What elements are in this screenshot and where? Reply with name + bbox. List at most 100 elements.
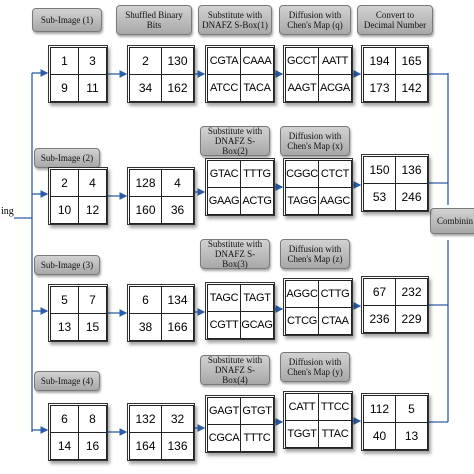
matrix-cell: GAGT bbox=[207, 397, 241, 425]
matrix-cell: 136 bbox=[161, 432, 194, 460]
sub-image-grid-4: 6 8 14 16 bbox=[48, 403, 108, 461]
matrix-cell: 150 bbox=[363, 156, 396, 184]
matrix-cell: TTTG bbox=[240, 160, 274, 188]
matrix-cell: TTCC bbox=[318, 393, 352, 421]
matrix-cell: 112 bbox=[363, 395, 396, 423]
diffusion-grid-4: CATT TTCC TGGT TTAC bbox=[283, 391, 353, 449]
matrix-cell: 9 bbox=[50, 74, 79, 102]
matrix-cell: 38 bbox=[129, 313, 162, 341]
sub-image-grid-1: 1 3 9 11 bbox=[48, 45, 108, 103]
substitute-grid-4: GAGT GTGT CGCA TTTC bbox=[205, 395, 275, 453]
combining-label: Combinin bbox=[437, 216, 474, 226]
combining-box: Combinin bbox=[430, 208, 474, 234]
sub-image-grid-2: 2 4 10 12 bbox=[48, 167, 108, 225]
matrix-cell: CAAA bbox=[240, 47, 274, 75]
shuffled-bits-label: Shuffled Binary Bits bbox=[116, 5, 192, 35]
matrix-cell: 194 bbox=[363, 47, 396, 75]
matrix-cell: CTAA bbox=[318, 307, 352, 335]
matrix-cell: AGGC bbox=[285, 280, 319, 308]
matrix-cell: 5 bbox=[50, 286, 79, 314]
substitute-2-label: Substitute with DNAFZ S-Box(2) bbox=[200, 126, 270, 156]
sub-image-grid-3: 5 7 13 15 bbox=[48, 284, 108, 342]
matrix-cell: 15 bbox=[78, 313, 107, 341]
matrix-cell: 160 bbox=[129, 196, 162, 224]
matrix-cell: GTAC bbox=[207, 160, 241, 188]
matrix-cell: 130 bbox=[161, 47, 194, 75]
decimal-grid-1: 194 165 173 142 bbox=[361, 45, 429, 103]
sub-image-4-label: Sub-Image (4) bbox=[34, 371, 100, 391]
matrix-cell: 164 bbox=[129, 432, 162, 460]
matrix-cell: 134 bbox=[161, 286, 194, 314]
matrix-cell: CGTA bbox=[207, 47, 241, 75]
matrix-cell: AATT bbox=[318, 47, 352, 75]
matrix-cell: TAGC bbox=[207, 284, 241, 312]
matrix-cell: GTGT bbox=[240, 397, 274, 425]
matrix-cell: 13 bbox=[395, 422, 428, 450]
shuffled-grid-2: 128 4 160 36 bbox=[127, 167, 195, 225]
matrix-cell: ACGA bbox=[318, 74, 352, 102]
substitute-3-label: Substitute with DNAFZ S-Box(3) bbox=[200, 239, 270, 269]
matrix-cell: 6 bbox=[129, 286, 162, 314]
matrix-cell: CGGC bbox=[285, 160, 319, 188]
matrix-cell: 132 bbox=[129, 405, 162, 433]
matrix-cell: TGGT bbox=[285, 420, 319, 448]
diffusion-z-label: Diffusion with Chen's Map (z) bbox=[280, 239, 350, 269]
diffusion-grid-2: CGGC CTCT TAGG AAGC bbox=[283, 158, 353, 216]
matrix-cell: 8 bbox=[78, 405, 107, 433]
substitute-grid-1: CGTA CAAA ATCC TACA bbox=[205, 45, 275, 103]
splitting-label: ing bbox=[1, 206, 14, 217]
shuffled-grid-1: 2 130 34 162 bbox=[127, 45, 195, 103]
substitute-grid-3: TAGC TAGT CGTT GCAG bbox=[205, 282, 275, 340]
shuffled-grid-4: 132 32 164 136 bbox=[127, 403, 195, 461]
matrix-cell: AAGT bbox=[285, 74, 319, 102]
matrix-cell: 12 bbox=[78, 196, 107, 224]
substitute-1-label: Substitute with DNAFZ S-Box(1) bbox=[198, 5, 272, 35]
decimal-grid-4: 112 5 40 13 bbox=[361, 393, 429, 451]
matrix-cell: TTAC bbox=[318, 420, 352, 448]
matrix-cell: CTCG bbox=[285, 307, 319, 335]
matrix-cell: CGCA bbox=[207, 424, 241, 452]
substitute-4-label: Substitute with DNAFZ S-Box(4) bbox=[200, 355, 270, 385]
matrix-cell: 32 bbox=[161, 405, 194, 433]
matrix-cell: 14 bbox=[50, 432, 79, 460]
matrix-cell: 136 bbox=[395, 156, 428, 184]
matrix-cell: GCCT bbox=[285, 47, 319, 75]
matrix-cell: 4 bbox=[161, 169, 194, 197]
matrix-cell: 173 bbox=[363, 74, 396, 102]
matrix-cell: 1 bbox=[50, 47, 79, 75]
matrix-cell: ACTG bbox=[240, 187, 274, 215]
matrix-cell: 7 bbox=[78, 286, 107, 314]
matrix-cell: 128 bbox=[129, 169, 162, 197]
matrix-cell: 36 bbox=[161, 196, 194, 224]
matrix-cell: 5 bbox=[395, 395, 428, 423]
matrix-cell: CTCT bbox=[318, 160, 352, 188]
matrix-cell: CTTG bbox=[318, 280, 352, 308]
matrix-cell: 6 bbox=[50, 405, 79, 433]
matrix-cell: 11 bbox=[78, 74, 107, 102]
matrix-cell: 162 bbox=[161, 74, 194, 102]
matrix-cell: 13 bbox=[50, 313, 79, 341]
matrix-cell: GCAG bbox=[240, 311, 274, 339]
matrix-cell: TAGG bbox=[285, 187, 319, 215]
matrix-cell: 16 bbox=[78, 432, 107, 460]
matrix-cell: GAAG bbox=[207, 187, 241, 215]
decimal-grid-3: 67 232 236 229 bbox=[361, 276, 429, 334]
diffusion-x-label: Diffusion with Chen's Map (x) bbox=[280, 126, 350, 156]
matrix-cell: 236 bbox=[363, 305, 396, 333]
matrix-cell: TAGT bbox=[240, 284, 274, 312]
matrix-cell: 53 bbox=[363, 183, 396, 211]
shuffled-grid-3: 6 134 38 166 bbox=[127, 284, 195, 342]
matrix-cell: 2 bbox=[129, 47, 162, 75]
decimal-grid-2: 150 136 53 246 bbox=[361, 154, 429, 212]
matrix-cell: 232 bbox=[395, 278, 428, 306]
matrix-cell: 229 bbox=[395, 305, 428, 333]
matrix-cell: 142 bbox=[395, 74, 428, 102]
matrix-cell: 3 bbox=[78, 47, 107, 75]
matrix-cell: 67 bbox=[363, 278, 396, 306]
matrix-cell: 166 bbox=[161, 313, 194, 341]
matrix-cell: CGTT bbox=[207, 311, 241, 339]
sub-image-1-label: Sub-Image (1) bbox=[32, 8, 102, 32]
matrix-cell: TTTC bbox=[240, 424, 274, 452]
matrix-cell: 34 bbox=[129, 74, 162, 102]
